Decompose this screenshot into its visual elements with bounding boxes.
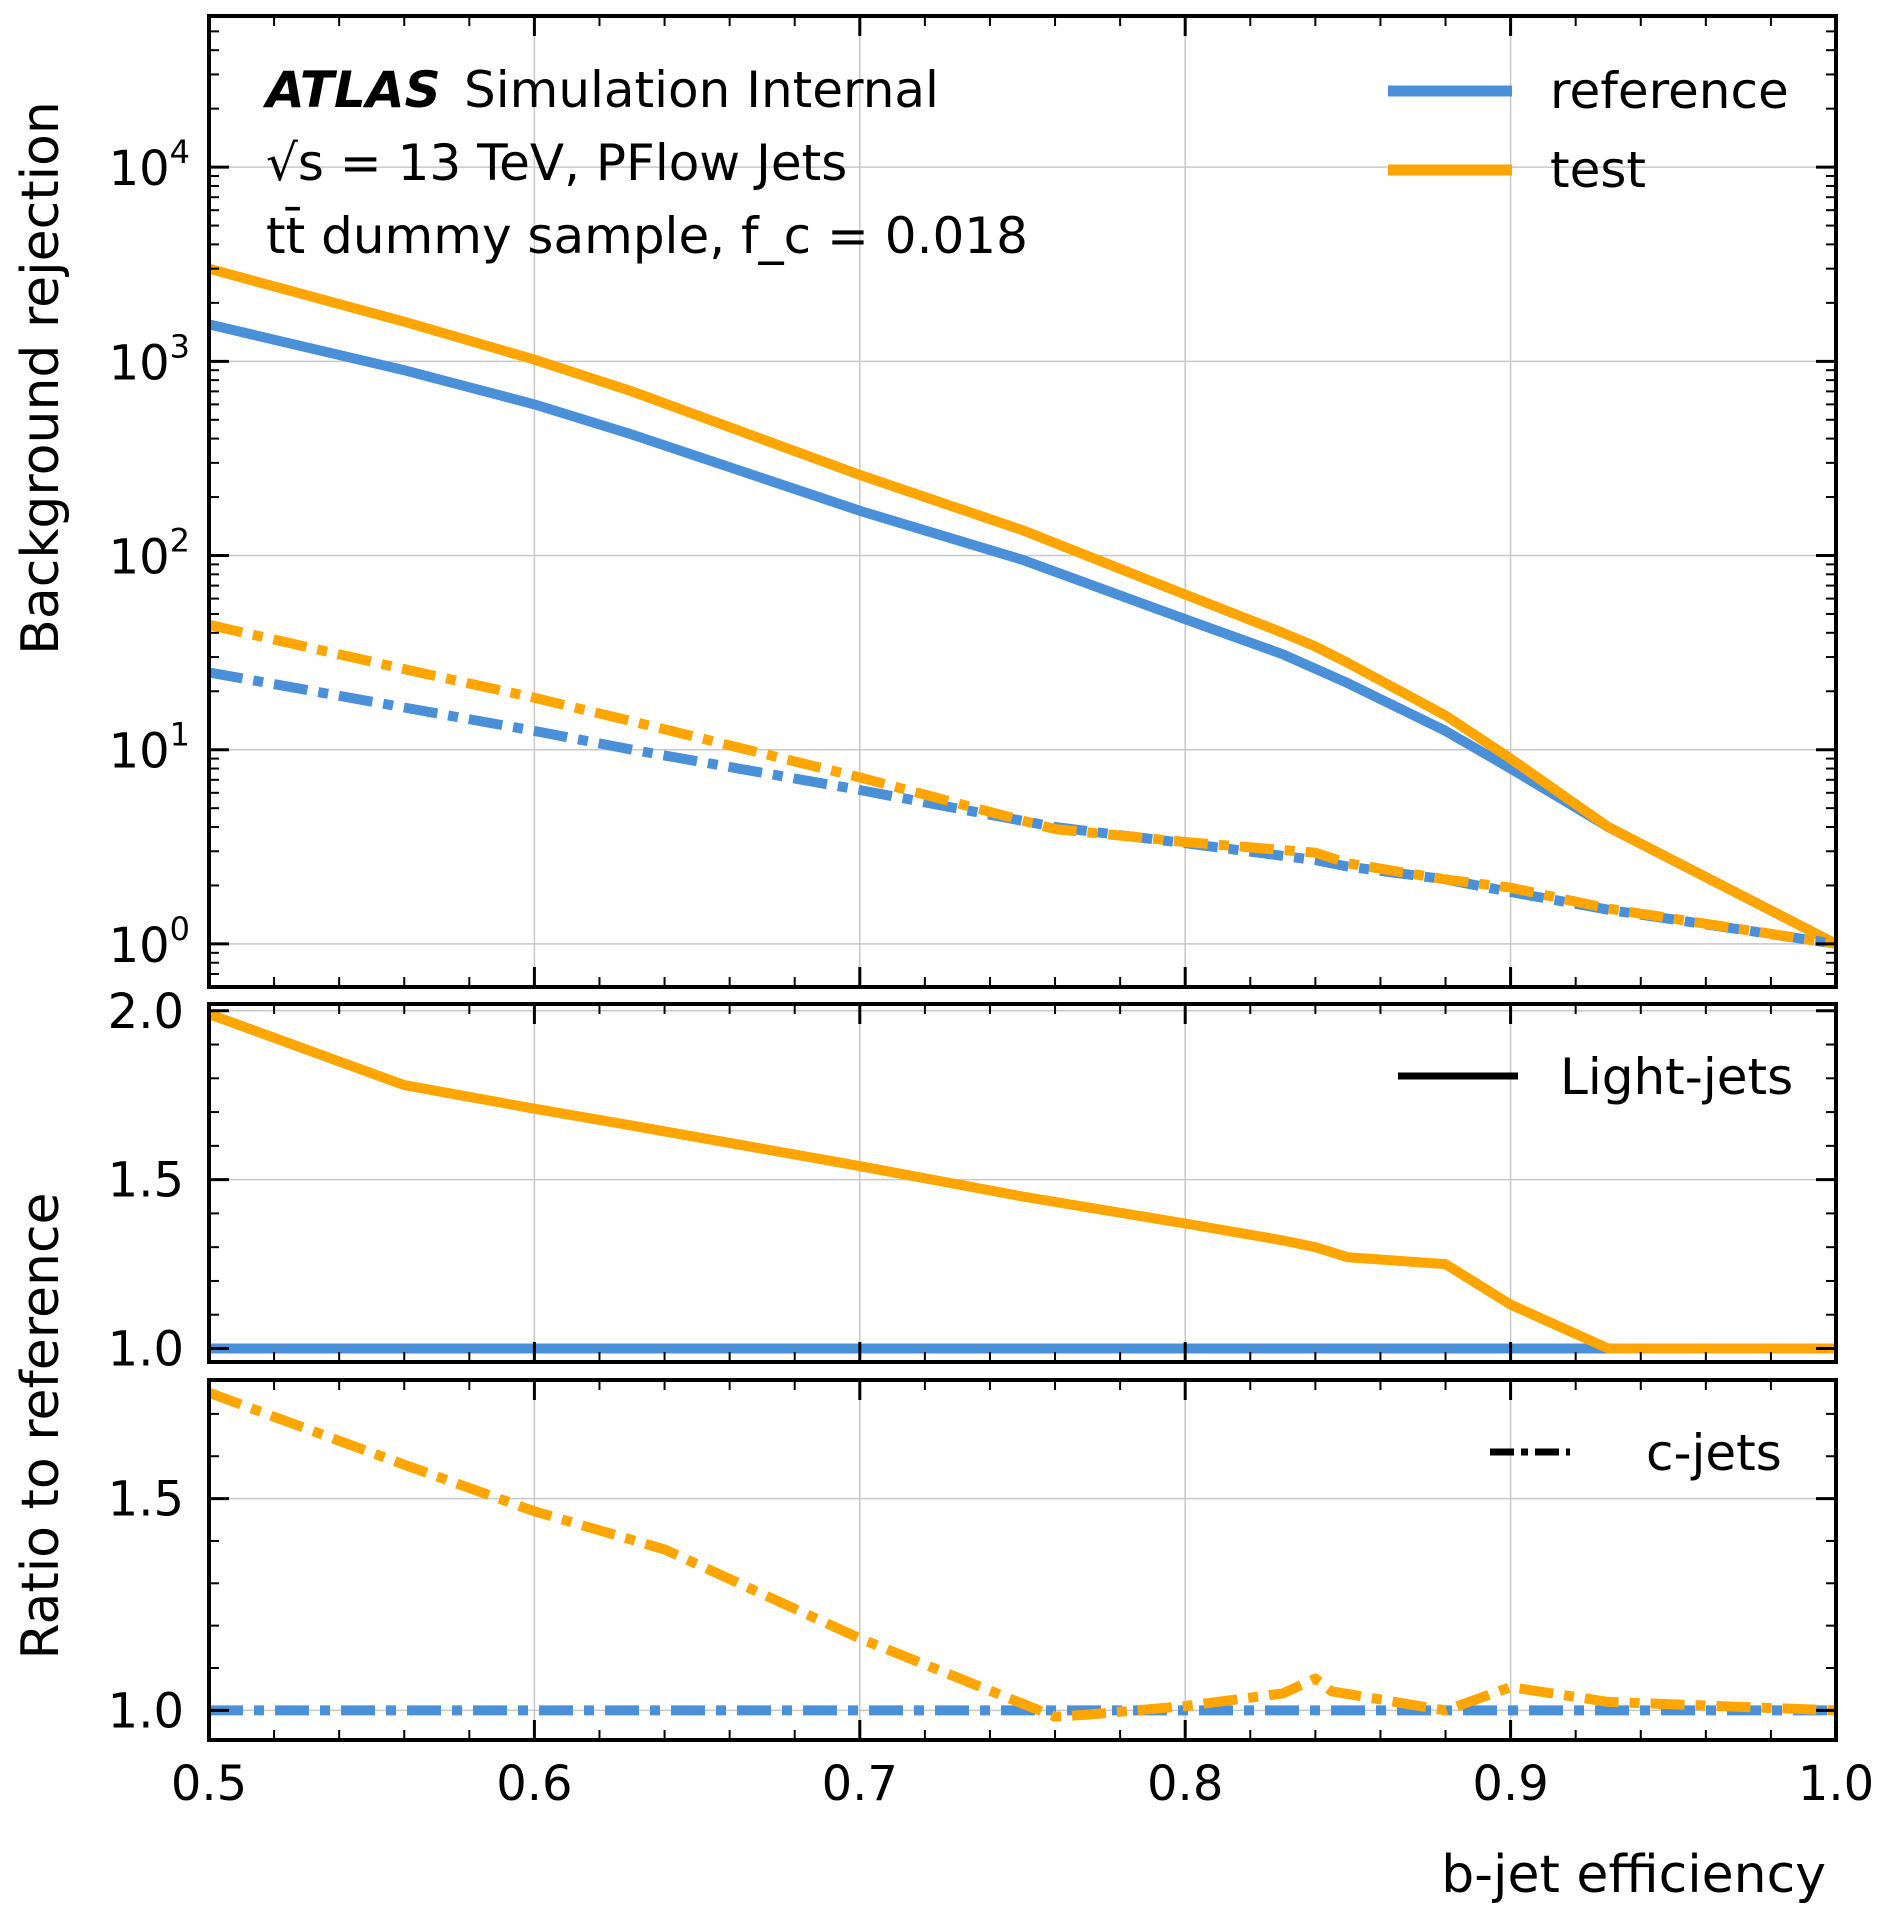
- y-axis-title-main: Background rejection: [11, 101, 71, 655]
- legend-test-label: test: [1550, 141, 1646, 199]
- ratio-light-series-test-line: [207, 1009, 1836, 1354]
- ratio-light-frame: [207, 1002, 1838, 1364]
- legend-reference-label: reference: [1550, 62, 1789, 120]
- main-y-tick-label: 102: [109, 522, 190, 586]
- series-layer: [207, 263, 1839, 1722]
- ratio-c-y-tick-label: 1.5: [108, 1472, 184, 1528]
- main-y-tick-label: 100: [109, 910, 190, 974]
- legend-c-label: c-jets: [1646, 1424, 1782, 1482]
- tick-layer: 100 101 102 103 104 1.0 1.5 2.0 1.0 1.5 0.5 0.6 0.7 0…: [108, 15, 1874, 1812]
- x-tick-label: 1.0: [1798, 1756, 1874, 1812]
- sample-label: tt̄ dummy sample, f_c = 0.018: [266, 206, 1028, 265]
- x-tick-label: 0.5: [171, 1756, 247, 1812]
- ratio-light-y-tick-label: 2.0: [108, 984, 184, 1040]
- ratio-c-y-tick-label: 1.0: [108, 1683, 184, 1739]
- x-tick-label: 0.6: [496, 1756, 572, 1812]
- main-frame: [207, 14, 1838, 989]
- ratio-light-y-tick-label: 1.0: [108, 1321, 184, 1377]
- status-label: Simulation Internal: [464, 61, 939, 119]
- main-y-tick-label: 101: [109, 716, 190, 780]
- legend-light-label: Light-jets: [1560, 1048, 1793, 1106]
- x-axis-title: b-jet efficiency: [1441, 1845, 1826, 1905]
- frame-layer: [207, 14, 1838, 1742]
- y-axis-title-ratio: Ratio to reference: [11, 1192, 71, 1659]
- main-y-tick-label: 104: [109, 133, 190, 197]
- main-series-reference-light-line: [207, 319, 1839, 949]
- energy-label: √s = 13 TeV, PFlow Jets: [266, 134, 847, 192]
- ratio-c-frame: [207, 1378, 1838, 1742]
- main-series-test-c-line: [207, 619, 1837, 949]
- x-tick-label: 0.8: [1147, 1756, 1223, 1812]
- atlas-label: ATLAS: [262, 61, 441, 119]
- ratio-c-series-test-line: [207, 1388, 1837, 1722]
- main-series-test-light-line: [207, 263, 1839, 949]
- main-y-tick-label: 103: [109, 327, 190, 391]
- ratio-light-y-tick-label: 1.5: [108, 1153, 184, 1209]
- x-tick-label: 0.7: [822, 1756, 898, 1812]
- x-tick-label: 0.9: [1472, 1756, 1548, 1812]
- grid-layer: [209, 16, 1836, 1740]
